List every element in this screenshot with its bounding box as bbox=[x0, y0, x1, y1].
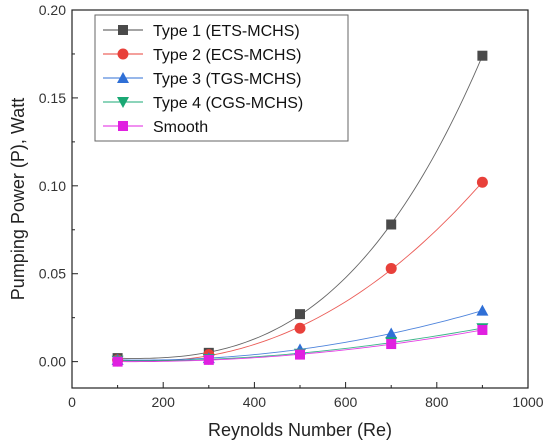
data-point-series-5 bbox=[477, 324, 488, 335]
x-tick-label: 600 bbox=[334, 394, 358, 410]
data-point-series-3 bbox=[385, 327, 398, 339]
data-point-series-1 bbox=[477, 50, 488, 61]
x-tick-label: 400 bbox=[243, 394, 267, 410]
data-point-series-5 bbox=[203, 354, 214, 365]
y-axis-title: Pumping Power (P), Watt bbox=[8, 98, 28, 300]
fit-curve-series-2 bbox=[117, 181, 483, 362]
data-point-series-2 bbox=[294, 322, 306, 334]
x-tick-label: 1000 bbox=[512, 394, 543, 410]
x-axis-title: Reynolds Number (Re) bbox=[208, 420, 392, 440]
data-point-series-5 bbox=[112, 356, 123, 367]
y-tick-label: 0.10 bbox=[39, 178, 66, 194]
y-tick-label: 0.15 bbox=[39, 90, 66, 106]
data-point-series-1 bbox=[295, 309, 305, 320]
legend-label: Type 3 (TGS-MCHS) bbox=[153, 71, 301, 88]
legend-label: Type 4 (CGS-MCHS) bbox=[153, 95, 303, 112]
y-tick-label: 0.20 bbox=[39, 2, 66, 18]
legend-marker bbox=[117, 72, 129, 83]
legend: Type 1 (ETS-MCHS) Type 2 (ECS-MCHS) Type 3… bbox=[94, 14, 349, 142]
x-tick-label: 800 bbox=[425, 394, 449, 410]
data-point-series-3 bbox=[476, 304, 489, 316]
x-axis-ticks: 0 200 400 600 800 1000 bbox=[68, 382, 544, 410]
legend-label: Smooth bbox=[153, 119, 208, 136]
legend-label: Type 1 (ETS-MCHS) bbox=[153, 23, 300, 40]
y-tick-label: 0.05 bbox=[39, 266, 66, 282]
y-tick-label: 0.00 bbox=[39, 354, 66, 370]
data-point-series-1 bbox=[386, 219, 397, 230]
legend-label: Type 2 (ECS-MCHS) bbox=[153, 47, 301, 64]
legend-marker bbox=[117, 48, 129, 60]
x-tick-label: 200 bbox=[152, 394, 176, 410]
legend-marker bbox=[117, 97, 129, 108]
data-point-series-2 bbox=[476, 176, 488, 188]
x-tick-label: 0 bbox=[68, 394, 76, 410]
data-point-series-5 bbox=[386, 339, 397, 350]
y-axis-ticks: 0.00 0.05 0.10 0.15 0.20 bbox=[39, 2, 78, 370]
legend-marker bbox=[118, 121, 128, 131]
data-points bbox=[111, 50, 489, 367]
legend-marker bbox=[118, 25, 128, 35]
data-point-series-2 bbox=[385, 262, 397, 274]
data-point-series-5 bbox=[295, 349, 305, 360]
